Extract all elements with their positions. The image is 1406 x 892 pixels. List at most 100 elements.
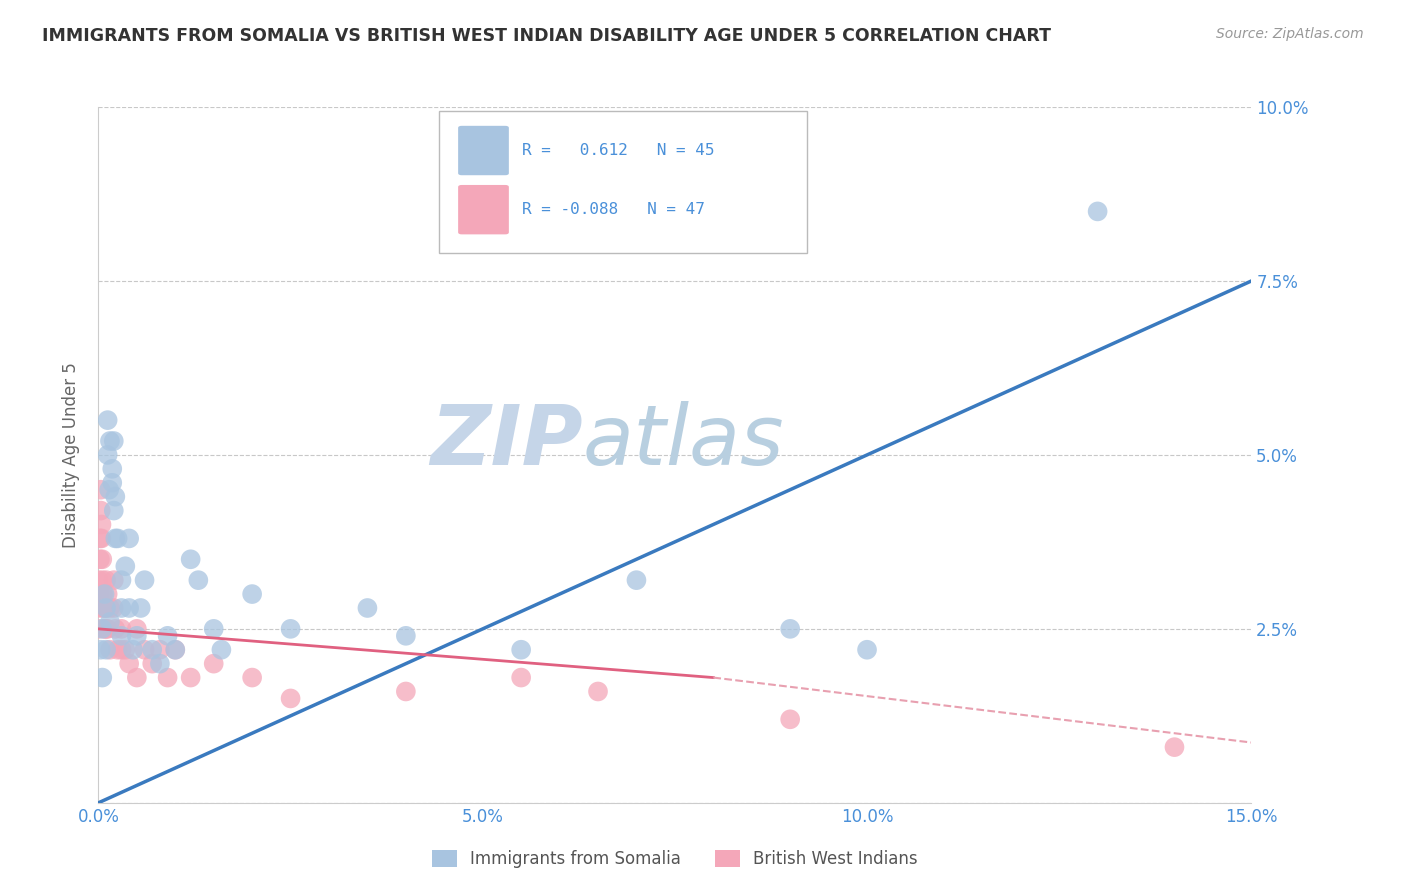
Point	[110, 573, 132, 587]
Point	[110, 601, 132, 615]
Point	[240, 671, 263, 685]
Point	[202, 657, 225, 671]
Point	[101, 462, 124, 476]
Point	[87, 601, 110, 615]
Point	[90, 483, 112, 497]
Point	[779, 622, 801, 636]
Point	[98, 483, 121, 497]
Point	[94, 601, 117, 615]
Point	[240, 587, 263, 601]
Point	[104, 622, 127, 636]
Point	[141, 657, 163, 671]
Point	[125, 629, 148, 643]
FancyBboxPatch shape	[458, 126, 509, 175]
Point	[118, 657, 141, 671]
Point	[107, 532, 129, 546]
Point	[1087, 204, 1109, 219]
Text: R = -0.088   N = 47: R = -0.088 N = 47	[522, 202, 704, 217]
Point	[98, 615, 121, 629]
Point	[141, 642, 163, 657]
Point	[118, 532, 141, 546]
Point	[122, 642, 145, 657]
Point	[94, 642, 117, 657]
Point	[91, 587, 114, 601]
Point	[89, 587, 111, 601]
Point	[89, 532, 111, 546]
Point	[149, 642, 172, 657]
Point	[94, 573, 117, 587]
Point	[97, 448, 120, 462]
FancyBboxPatch shape	[458, 185, 509, 235]
Legend: Immigrants from Somalia, British West Indians: Immigrants from Somalia, British West In…	[426, 843, 924, 875]
Point	[114, 642, 136, 657]
Point	[98, 434, 121, 448]
Point	[586, 684, 609, 698]
Point	[280, 622, 302, 636]
Point	[91, 671, 114, 685]
Point	[149, 657, 172, 671]
Point	[87, 622, 110, 636]
Point	[103, 434, 125, 448]
Point	[202, 622, 225, 636]
Point	[156, 629, 179, 643]
Point	[97, 587, 120, 601]
Point	[93, 622, 115, 636]
Point	[395, 684, 418, 698]
Point	[114, 559, 136, 574]
Point	[90, 517, 112, 532]
Point	[91, 573, 114, 587]
Point	[779, 712, 801, 726]
Point	[134, 642, 156, 657]
Point	[87, 573, 110, 587]
Point	[94, 601, 117, 615]
Point	[93, 601, 115, 615]
Point	[97, 413, 120, 427]
Text: Source: ZipAtlas.com: Source: ZipAtlas.com	[1216, 27, 1364, 41]
Point	[98, 601, 121, 615]
Point	[91, 622, 114, 636]
Point	[125, 622, 148, 636]
Point	[356, 601, 378, 615]
Point	[91, 601, 114, 615]
Point	[510, 642, 533, 657]
Point	[134, 573, 156, 587]
Point	[101, 475, 124, 490]
Point	[1163, 740, 1185, 755]
Point	[110, 622, 132, 636]
Point	[180, 671, 202, 685]
Point	[510, 671, 533, 685]
Point	[165, 642, 187, 657]
Point	[165, 642, 187, 657]
Point	[118, 601, 141, 615]
Text: R =   0.612   N = 45: R = 0.612 N = 45	[522, 144, 714, 159]
Point	[104, 532, 127, 546]
Point	[187, 573, 209, 587]
Point	[209, 642, 232, 657]
Point	[103, 601, 125, 615]
Point	[395, 629, 418, 643]
Point	[125, 671, 148, 685]
Text: IMMIGRANTS FROM SOMALIA VS BRITISH WEST INDIAN DISABILITY AGE UNDER 5 CORRELATIO: IMMIGRANTS FROM SOMALIA VS BRITISH WEST …	[42, 27, 1052, 45]
Point	[180, 552, 202, 566]
Point	[91, 552, 114, 566]
Point	[856, 642, 879, 657]
Point	[93, 587, 115, 601]
FancyBboxPatch shape	[439, 111, 807, 253]
Point	[129, 601, 152, 615]
Point	[97, 622, 120, 636]
Point	[103, 573, 125, 587]
Text: atlas: atlas	[582, 401, 785, 482]
Point	[89, 552, 111, 566]
Point	[280, 691, 302, 706]
Point	[103, 503, 125, 517]
Point	[626, 573, 648, 587]
Point	[110, 629, 132, 643]
Point	[107, 642, 129, 657]
Point	[110, 642, 132, 657]
Point	[90, 503, 112, 517]
Point	[90, 532, 112, 546]
Y-axis label: Disability Age Under 5: Disability Age Under 5	[62, 362, 80, 548]
Point	[104, 490, 127, 504]
Point	[94, 622, 117, 636]
Point	[98, 642, 121, 657]
